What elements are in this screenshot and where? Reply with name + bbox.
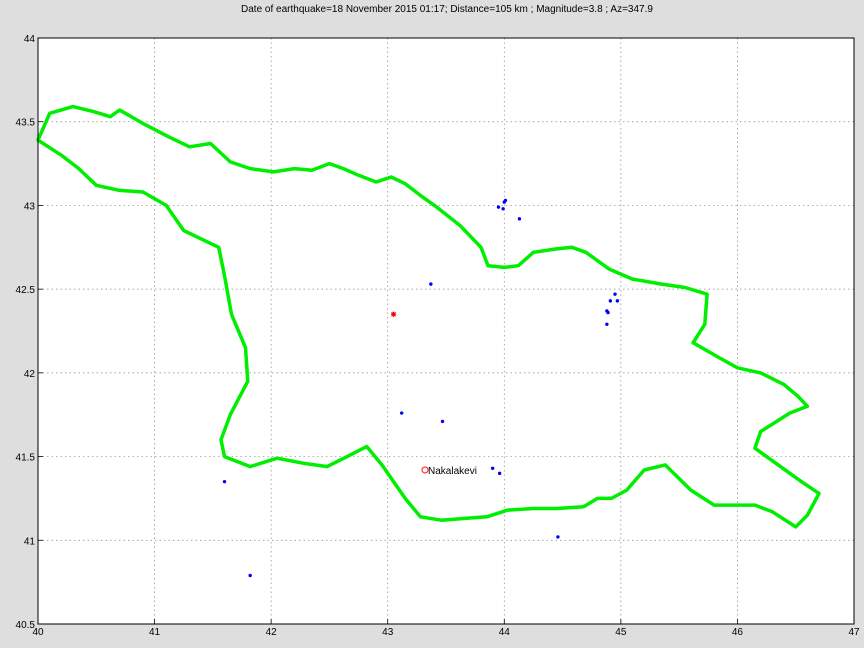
earthquake-point: [429, 282, 433, 286]
station-label: Nakalakevi: [428, 466, 477, 477]
epicenter-marker: [390, 311, 397, 317]
epicenter-mark-d2: [391, 311, 396, 317]
y-tick-label: 40.5: [16, 620, 36, 631]
earthquake-point: [615, 299, 620, 303]
grid-lines: [38, 38, 854, 624]
plot-frame: [37, 37, 855, 625]
y-axis-ticks: 40.5 41 41.5 42 42.5 43 43.5 44: [16, 34, 43, 631]
earthquake-point: [517, 217, 522, 221]
y-tick-label: 41: [24, 536, 36, 547]
earthquake-events-layer: [222, 198, 620, 578]
earthquake-point: [248, 573, 252, 578]
x-tick-label: 42: [266, 627, 278, 638]
earthquake-point: [222, 479, 227, 484]
x-tick-label: 43: [382, 627, 394, 638]
x-tick-label: 46: [732, 627, 744, 638]
x-axis-ticks: 40 41 42 43 44 45 46 47: [32, 619, 860, 638]
x-tick-label: 44: [499, 627, 511, 638]
y-tick-label: 43.5: [16, 118, 36, 129]
earthquake-point: [606, 310, 610, 315]
earthquake-point: [501, 207, 505, 211]
earthquake-point: [613, 292, 617, 296]
y-tick-label: 41.5: [16, 453, 36, 464]
earthquake-point: [490, 466, 495, 470]
earthquake-point: [496, 205, 501, 209]
station-marker: [421, 466, 429, 474]
earthquake-point: [400, 411, 404, 415]
earthquake-point: [440, 419, 445, 424]
y-tick-label: 43: [24, 201, 36, 212]
y-tick-label: 42: [24, 369, 36, 380]
x-tick-label: 47: [848, 627, 860, 638]
earthquake-point: [497, 471, 502, 476]
earthquake-point: [556, 535, 560, 539]
x-tick-label: 40: [32, 627, 44, 638]
x-tick-label: 45: [615, 627, 627, 638]
country-boundary-layer: [36, 104, 821, 529]
country-boundary-line: [36, 104, 821, 529]
earthquake-point: [605, 322, 609, 327]
station-layer: Nakalakevi: [421, 466, 477, 477]
y-tick-label: 42.5: [16, 285, 36, 296]
figure-title: Date of earthquake=18 November 2015 01:1…: [241, 4, 653, 15]
y-tick-label: 44: [24, 34, 36, 45]
earthquake-point: [608, 299, 613, 303]
plot-area: [38, 38, 854, 624]
x-tick-label: 41: [149, 627, 161, 638]
earthquake-point: [503, 198, 508, 203]
